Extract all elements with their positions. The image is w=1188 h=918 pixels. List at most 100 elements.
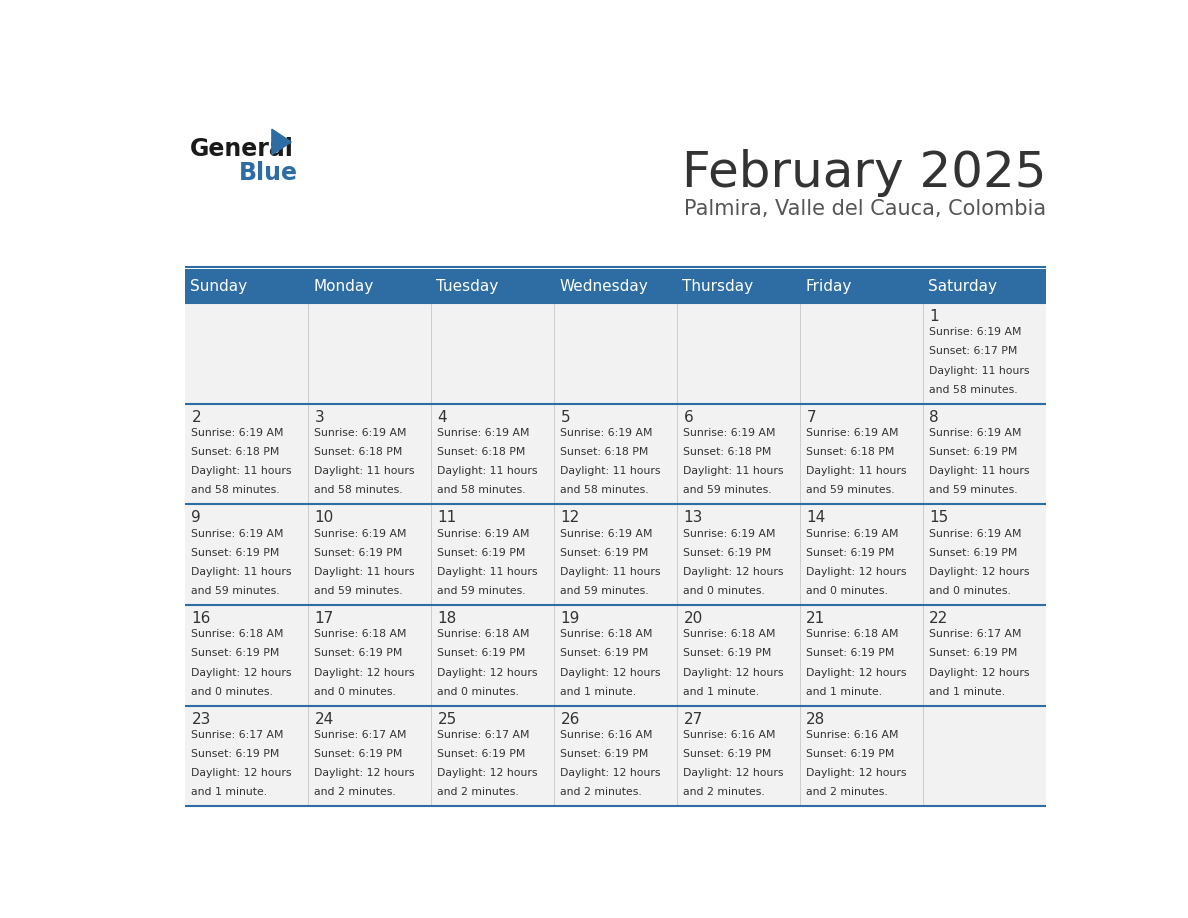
Text: Sunset: 6:19 PM: Sunset: 6:19 PM	[191, 749, 280, 759]
Bar	[677, 505, 801, 605]
Bar	[431, 303, 555, 404]
Text: Sunrise: 6:18 AM: Sunrise: 6:18 AM	[683, 629, 776, 639]
Text: and 58 minutes.: and 58 minutes.	[191, 486, 280, 496]
Bar	[677, 404, 801, 505]
Text: Sunset: 6:18 PM: Sunset: 6:18 PM	[683, 447, 772, 457]
Text: 24: 24	[315, 711, 334, 727]
Text: and 0 minutes.: and 0 minutes.	[807, 586, 889, 596]
Text: Sunset: 6:19 PM: Sunset: 6:19 PM	[807, 548, 895, 558]
Text: and 0 minutes.: and 0 minutes.	[315, 687, 397, 697]
Text: Sunset: 6:18 PM: Sunset: 6:18 PM	[807, 447, 895, 457]
Text: Sunset: 6:19 PM: Sunset: 6:19 PM	[807, 749, 895, 759]
Text: Saturday: Saturday	[928, 279, 997, 294]
Text: General: General	[190, 137, 293, 161]
Bar	[801, 605, 923, 706]
Text: Daylight: 11 hours: Daylight: 11 hours	[191, 566, 292, 577]
Text: and 58 minutes.: and 58 minutes.	[561, 486, 649, 496]
Text: and 0 minutes.: and 0 minutes.	[683, 586, 765, 596]
Text: 17: 17	[315, 611, 334, 626]
Text: Sunset: 6:19 PM: Sunset: 6:19 PM	[929, 648, 1018, 658]
Text: Sunrise: 6:18 AM: Sunrise: 6:18 AM	[315, 629, 407, 639]
Bar	[185, 404, 309, 505]
Text: Sunrise: 6:19 AM: Sunrise: 6:19 AM	[929, 328, 1022, 337]
Text: Daylight: 11 hours: Daylight: 11 hours	[437, 466, 538, 476]
Text: 13: 13	[683, 510, 703, 525]
Text: Daylight: 12 hours: Daylight: 12 hours	[315, 667, 415, 677]
Bar	[923, 505, 1047, 605]
Text: Sunset: 6:18 PM: Sunset: 6:18 PM	[315, 447, 403, 457]
Bar	[923, 404, 1047, 505]
Text: Sunrise: 6:19 AM: Sunrise: 6:19 AM	[191, 428, 284, 438]
Text: Friday: Friday	[805, 279, 852, 294]
Bar	[431, 505, 555, 605]
Text: 11: 11	[437, 510, 456, 525]
Text: February 2025: February 2025	[682, 149, 1047, 197]
Text: Sunrise: 6:19 AM: Sunrise: 6:19 AM	[191, 529, 284, 539]
Text: and 59 minutes.: and 59 minutes.	[191, 586, 280, 596]
Text: Sunrise: 6:19 AM: Sunrise: 6:19 AM	[683, 428, 776, 438]
Text: 23: 23	[191, 711, 210, 727]
Text: 5: 5	[561, 409, 570, 425]
Bar	[923, 706, 1047, 806]
Text: 21: 21	[807, 611, 826, 626]
Text: Sunrise: 6:18 AM: Sunrise: 6:18 AM	[807, 629, 899, 639]
Text: 1: 1	[929, 309, 939, 324]
Polygon shape	[272, 129, 291, 155]
Text: Daylight: 11 hours: Daylight: 11 hours	[315, 566, 415, 577]
Text: Sunrise: 6:19 AM: Sunrise: 6:19 AM	[561, 428, 653, 438]
Text: Daylight: 11 hours: Daylight: 11 hours	[683, 466, 784, 476]
Text: and 58 minutes.: and 58 minutes.	[315, 486, 403, 496]
Bar	[185, 706, 309, 806]
Text: Sunset: 6:19 PM: Sunset: 6:19 PM	[929, 548, 1018, 558]
Bar	[309, 505, 431, 605]
Text: Sunset: 6:19 PM: Sunset: 6:19 PM	[315, 548, 403, 558]
Text: and 59 minutes.: and 59 minutes.	[807, 486, 895, 496]
Bar	[185, 605, 309, 706]
Text: Daylight: 11 hours: Daylight: 11 hours	[561, 466, 661, 476]
Text: Monday: Monday	[314, 279, 373, 294]
Text: Daylight: 12 hours: Daylight: 12 hours	[929, 566, 1030, 577]
Bar	[431, 404, 555, 505]
Text: Sunrise: 6:18 AM: Sunrise: 6:18 AM	[561, 629, 653, 639]
Text: and 2 minutes.: and 2 minutes.	[807, 788, 889, 798]
Text: 4: 4	[437, 409, 447, 425]
Text: 26: 26	[561, 711, 580, 727]
Text: Thursday: Thursday	[682, 279, 753, 294]
Text: Sunset: 6:19 PM: Sunset: 6:19 PM	[437, 648, 526, 658]
Text: and 2 minutes.: and 2 minutes.	[315, 788, 397, 798]
Text: Sunset: 6:19 PM: Sunset: 6:19 PM	[191, 648, 280, 658]
Text: 15: 15	[929, 510, 948, 525]
Bar	[923, 605, 1047, 706]
Text: 9: 9	[191, 510, 201, 525]
Text: Sunrise: 6:16 AM: Sunrise: 6:16 AM	[683, 730, 776, 740]
Text: and 59 minutes.: and 59 minutes.	[683, 486, 772, 496]
Text: and 0 minutes.: and 0 minutes.	[437, 687, 519, 697]
Text: Sunday: Sunday	[190, 279, 247, 294]
Text: Sunrise: 6:16 AM: Sunrise: 6:16 AM	[561, 730, 653, 740]
Text: Daylight: 11 hours: Daylight: 11 hours	[561, 566, 661, 577]
Bar	[801, 706, 923, 806]
Bar	[555, 303, 677, 404]
Text: 8: 8	[929, 409, 939, 425]
Text: Sunrise: 6:16 AM: Sunrise: 6:16 AM	[807, 730, 899, 740]
Text: Daylight: 12 hours: Daylight: 12 hours	[683, 566, 784, 577]
Bar	[309, 706, 431, 806]
Text: Blue: Blue	[239, 161, 298, 185]
Bar	[555, 505, 677, 605]
Text: Daylight: 12 hours: Daylight: 12 hours	[561, 768, 661, 778]
Bar	[677, 605, 801, 706]
Text: and 0 minutes.: and 0 minutes.	[191, 687, 273, 697]
Text: Sunset: 6:18 PM: Sunset: 6:18 PM	[437, 447, 526, 457]
Text: and 1 minute.: and 1 minute.	[929, 687, 1005, 697]
Text: Sunset: 6:19 PM: Sunset: 6:19 PM	[807, 648, 895, 658]
Text: and 2 minutes.: and 2 minutes.	[437, 788, 519, 798]
Text: Daylight: 12 hours: Daylight: 12 hours	[561, 667, 661, 677]
Text: Sunset: 6:19 PM: Sunset: 6:19 PM	[191, 548, 280, 558]
Text: Daylight: 12 hours: Daylight: 12 hours	[315, 768, 415, 778]
Bar	[677, 303, 801, 404]
Text: Sunset: 6:19 PM: Sunset: 6:19 PM	[437, 749, 526, 759]
Text: Sunset: 6:19 PM: Sunset: 6:19 PM	[437, 548, 526, 558]
Text: Palmira, Valle del Cauca, Colombia: Palmira, Valle del Cauca, Colombia	[684, 198, 1047, 218]
Text: Sunset: 6:19 PM: Sunset: 6:19 PM	[683, 749, 772, 759]
Text: Sunrise: 6:19 AM: Sunrise: 6:19 AM	[929, 529, 1022, 539]
